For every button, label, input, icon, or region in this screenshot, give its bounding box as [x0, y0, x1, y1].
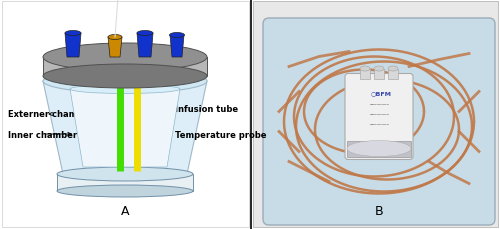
Ellipse shape — [137, 31, 153, 36]
Ellipse shape — [43, 65, 207, 89]
Polygon shape — [43, 82, 207, 174]
Bar — [253, 2, 498, 227]
Polygon shape — [65, 34, 81, 58]
Ellipse shape — [70, 85, 180, 94]
Text: ────────: ──────── — [369, 123, 389, 127]
Ellipse shape — [57, 185, 193, 197]
Ellipse shape — [374, 67, 384, 72]
Ellipse shape — [388, 67, 398, 72]
Ellipse shape — [360, 67, 370, 72]
Polygon shape — [70, 90, 180, 167]
Polygon shape — [43, 58, 207, 77]
Bar — [388, 69, 398, 79]
Polygon shape — [108, 38, 122, 58]
Ellipse shape — [65, 31, 81, 36]
Text: ────────: ──────── — [369, 113, 389, 117]
Bar — [347, 141, 411, 157]
Text: ○BFM: ○BFM — [371, 91, 392, 95]
Text: A: A — [121, 204, 130, 217]
FancyBboxPatch shape — [263, 19, 495, 225]
Text: Infusion tube: Infusion tube — [124, 105, 238, 114]
Polygon shape — [137, 34, 153, 58]
Ellipse shape — [170, 33, 184, 38]
Bar — [2, 2, 249, 227]
Text: Temperature probe: Temperature probe — [141, 130, 266, 139]
Text: Inner chamber: Inner chamber — [8, 130, 77, 139]
Ellipse shape — [43, 44, 207, 72]
Ellipse shape — [108, 35, 122, 40]
Polygon shape — [57, 174, 193, 191]
Ellipse shape — [43, 70, 207, 94]
Text: B: B — [374, 204, 384, 217]
FancyBboxPatch shape — [345, 74, 413, 160]
Ellipse shape — [347, 141, 411, 157]
Bar — [360, 69, 370, 79]
Ellipse shape — [57, 167, 193, 181]
Bar — [374, 69, 384, 79]
Text: Externer chamber: Externer chamber — [8, 110, 93, 119]
Polygon shape — [170, 36, 184, 58]
Text: ────────: ──────── — [369, 103, 389, 107]
